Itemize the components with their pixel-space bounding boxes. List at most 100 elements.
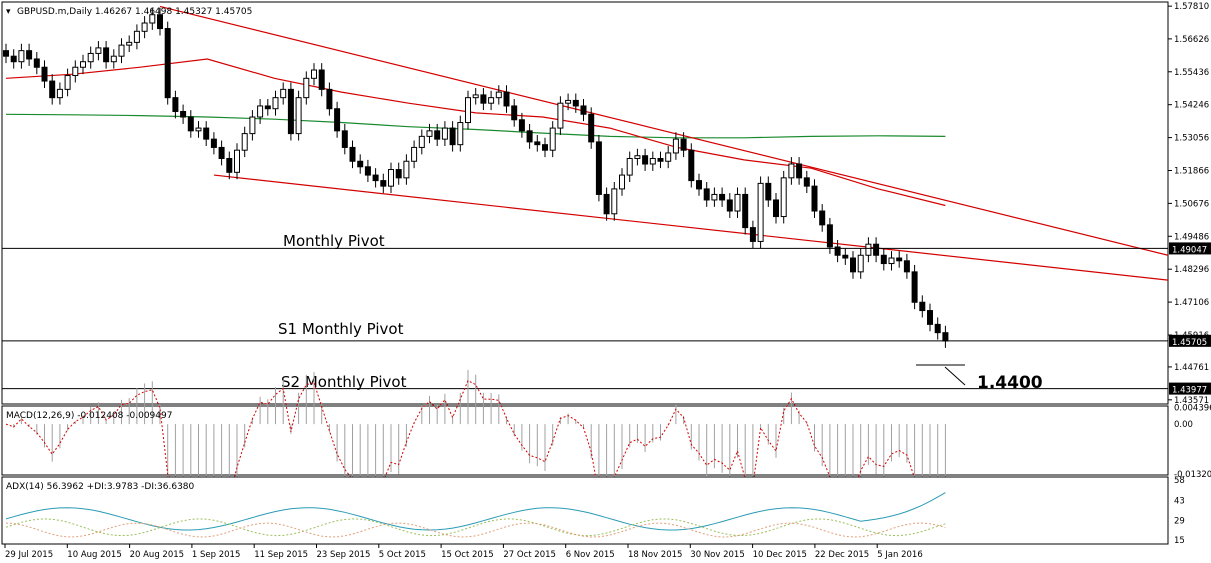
symbol-icon: ▾ [6, 7, 11, 17]
candle [518, 112, 525, 138]
candle-body [341, 130, 348, 148]
candle-body [357, 160, 364, 168]
candle [311, 63, 317, 86]
candle-body [911, 271, 918, 303]
macd-tick-label: -0.013208 [1174, 470, 1211, 480]
candle [326, 82, 333, 116]
candle [187, 110, 194, 138]
price-tick-label: 1.44761 [1174, 363, 1209, 373]
candle-body [534, 141, 541, 146]
candle-body [896, 257, 903, 262]
candle [318, 63, 325, 97]
candle-body [934, 323, 941, 334]
candle-body [80, 61, 86, 68]
candle-body [465, 97, 471, 124]
price-axis: 1.57810 1.56626 1.55436 1.54246 1.53056 1.518… [1168, 2, 1211, 406]
candle-body [318, 69, 325, 90]
adx-axis: 58 43 29 15 [1174, 476, 1185, 546]
candle [234, 143, 240, 180]
candle [395, 162, 402, 185]
candle [49, 74, 56, 105]
candle [157, 7, 163, 36]
candle [349, 140, 356, 169]
candle [711, 187, 718, 207]
candle-body [472, 94, 479, 99]
candle-body [187, 116, 194, 132]
candle [726, 193, 733, 218]
candle-body [210, 138, 217, 148]
adx-tick-label: 15 [1174, 536, 1185, 546]
candle [603, 187, 610, 221]
candle-body [372, 174, 379, 182]
candle-body [172, 97, 179, 112]
macd-panel: MACD(12,26,9) -0.012408 -0.009497 [1, 369, 1169, 528]
candle [203, 121, 210, 147]
candle [180, 104, 187, 124]
candle [672, 132, 679, 160]
s2-pivot-label: S2 Monthly Pivot [281, 373, 407, 391]
candle [796, 157, 803, 185]
price-tick-label: 1.49486 [1174, 232, 1209, 242]
candle-body [826, 224, 833, 248]
candle [611, 181, 618, 221]
candle-body [418, 135, 425, 148]
candle-body [803, 177, 810, 187]
time-tick-label: 29 Jul 2015 [5, 550, 53, 560]
candle [403, 154, 410, 185]
time-tick-label: 5 Oct 2015 [379, 550, 426, 560]
macd-label: MACD(12,26,9) -0.012408 -0.009497 [6, 411, 172, 421]
candle-body [565, 99, 572, 104]
candle-body [64, 75, 71, 90]
time-tick-label: 10 Aug 2015 [67, 550, 121, 560]
candle [580, 99, 587, 122]
candle [441, 121, 448, 147]
price-highlight-label: 1.49047 [1172, 245, 1207, 255]
candle-body [557, 102, 564, 129]
candle [696, 173, 702, 196]
monthly-pivot-label: Monthly Pivot [283, 232, 385, 250]
candle-body [441, 127, 448, 140]
candle [10, 49, 17, 69]
candle [72, 60, 79, 83]
candle [465, 90, 471, 130]
candle-body [880, 254, 887, 265]
candle [619, 168, 625, 196]
candle-body [157, 14, 163, 30]
candle [896, 251, 903, 268]
candle [103, 40, 110, 69]
candle-body [95, 47, 102, 54]
candle-body [572, 99, 579, 107]
candle [133, 24, 140, 50]
target-label: 1.4400 [977, 373, 1043, 393]
candle-body [203, 127, 210, 140]
candle-body [511, 105, 518, 121]
candle-body [850, 257, 856, 273]
candle-body [888, 257, 895, 265]
candle [919, 295, 926, 318]
candle-body [180, 110, 187, 118]
candle-body [388, 169, 394, 187]
candle-body [118, 44, 125, 57]
slow-ma-line [5, 113, 946, 139]
candle-body [649, 157, 656, 165]
candle [488, 90, 495, 111]
candle [257, 99, 264, 124]
price-tick-label: 1.54246 [1174, 101, 1209, 111]
candle-body [634, 155, 641, 159]
candle-body [257, 105, 264, 118]
candle [280, 82, 287, 105]
candle [534, 134, 541, 152]
candle-body [18, 50, 25, 63]
candle [788, 157, 795, 185]
candle [210, 132, 217, 155]
macd-signal-line [5, 380, 946, 508]
candle-body [703, 188, 710, 201]
candle [526, 123, 533, 149]
price-highlight-label: 1.45705 [1172, 338, 1207, 348]
candle [626, 151, 633, 182]
candle-body [280, 88, 287, 99]
candle [865, 237, 872, 263]
candle-body [857, 254, 864, 273]
candle [218, 140, 225, 166]
candle-body [749, 227, 756, 242]
